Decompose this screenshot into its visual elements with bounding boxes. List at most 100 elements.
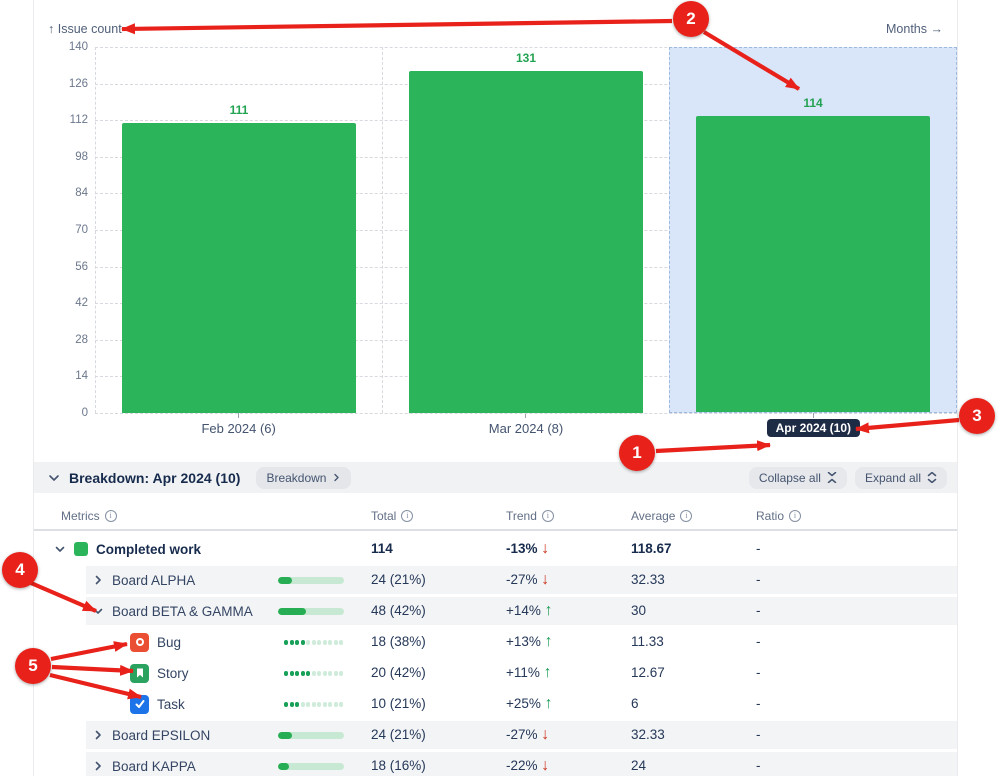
ratio-cell: - xyxy=(756,540,957,558)
annotation-badge-2: 2 xyxy=(673,1,709,37)
bar[interactable] xyxy=(695,115,931,412)
column-header-label: Ratio xyxy=(756,509,785,523)
month-label[interactable]: Feb 2024 (6) xyxy=(201,421,276,436)
dot xyxy=(311,639,316,645)
chevron-down-icon[interactable] xyxy=(48,472,60,484)
y-tick-label: 126 xyxy=(68,77,88,90)
average-cell: 118.67 xyxy=(631,540,756,558)
average-cell: 12.67 xyxy=(631,664,756,682)
x-axis-title: Months → xyxy=(886,21,944,36)
chevron-down-icon[interactable] xyxy=(92,605,104,617)
x-axis-category[interactable]: Feb 2024 (6) xyxy=(95,413,382,453)
bar[interactable] xyxy=(408,70,644,413)
dot xyxy=(306,639,310,645)
dot xyxy=(339,701,343,707)
y-tick-label: 0 xyxy=(81,407,88,419)
average-cell: 24 xyxy=(631,757,756,775)
selected-month-label[interactable]: Apr 2024 (10) xyxy=(766,419,860,437)
plot-area: 111 131 114 xyxy=(95,47,957,414)
chevron-right-icon[interactable] xyxy=(92,574,104,586)
progress-bar xyxy=(278,607,344,615)
trend-cell: -27% ↓ xyxy=(506,571,631,589)
info-icon[interactable]: i xyxy=(680,510,693,522)
metric-name-cell: Board EPSILON xyxy=(34,728,276,743)
ratio-cell: - xyxy=(756,757,957,775)
collapse-all-button[interactable]: Collapse all xyxy=(748,466,847,489)
y-tick-label: 98 xyxy=(75,150,88,163)
x-axis-category[interactable]: Mar 2024 (8) xyxy=(382,413,669,453)
y-tick-label: 112 xyxy=(69,114,88,127)
chevron-right-icon[interactable] xyxy=(92,729,104,741)
x-tick-mark xyxy=(812,413,814,418)
distribution-bar-cell xyxy=(276,576,371,584)
chart-column-selected[interactable]: 114 xyxy=(669,47,957,413)
info-icon[interactable]: i xyxy=(104,510,117,522)
bar-value-label: 114 xyxy=(803,95,823,110)
info-icon[interactable]: i xyxy=(541,510,554,522)
dot xyxy=(322,701,327,707)
table-row[interactable]: Board KAPPA 18 (16%) -22% ↓ 24- xyxy=(34,752,957,776)
trend-value: -27% xyxy=(506,572,542,587)
table-row[interactable]: Board EPSILON 24 (21%) -27% ↓ 32.33- xyxy=(34,721,957,749)
breakdown-title: Breakdown: Apr 2024 (10) xyxy=(69,469,241,486)
y-tick-label: 70 xyxy=(75,224,88,236)
bar-value-label: 131 xyxy=(515,50,537,65)
month-label[interactable]: Mar 2024 (8) xyxy=(488,421,564,436)
trend-cell: +13% ↑ xyxy=(506,633,631,651)
x-axis-labels: Feb 2024 (6) Mar 2024 (8) Apr 2024 (10) xyxy=(95,413,957,453)
dot xyxy=(339,639,343,645)
trend-arrow-up-icon: ↑ xyxy=(544,695,553,712)
table-row[interactable]: Board ALPHA 24 (21%) -27% ↓ 32.33- xyxy=(34,566,957,594)
annotation-badge-4: 4 xyxy=(2,552,38,588)
chevron-down-icon[interactable] xyxy=(54,543,66,555)
dot xyxy=(289,670,294,676)
column-header-trend: Trend i xyxy=(506,509,631,523)
y-tick-label: 56 xyxy=(75,260,88,273)
metric-label: Completed work xyxy=(96,541,202,557)
dot xyxy=(328,701,332,707)
bug-icon xyxy=(130,632,149,652)
ratio-value: - xyxy=(756,634,761,649)
chevron-right-icon[interactable] xyxy=(92,760,104,772)
y-axis-title: ↑ Issue count xyxy=(48,21,122,36)
ratio-value: - xyxy=(756,696,761,711)
story-icon xyxy=(130,663,149,683)
x-tick-mark xyxy=(238,413,240,418)
gridline xyxy=(95,47,957,48)
trend-cell: +14% ↑ xyxy=(506,602,631,620)
breakdown-table: Metrics i Total i Trend i Average i Ratio i Compl… xyxy=(34,493,957,776)
distribution-bar-cell xyxy=(276,607,371,615)
metric-name-cell: Board KAPPA xyxy=(34,759,276,774)
ratio-cell: - xyxy=(756,726,957,744)
bar[interactable] xyxy=(121,122,357,413)
table-row[interactable]: Completed work 114 -13% ↓ 118.67- xyxy=(34,535,957,563)
chart-column[interactable]: 131 xyxy=(382,47,669,413)
average-cell: 32.33 xyxy=(631,726,756,744)
column-header-total: Total i xyxy=(371,509,506,523)
column-header-label: Trend xyxy=(506,509,537,523)
metric-label: Board ALPHA xyxy=(112,572,196,588)
trend-value: -22% xyxy=(506,758,542,773)
dot xyxy=(295,639,299,645)
trend-value: -27% xyxy=(506,727,542,742)
column-header-label: Total xyxy=(371,509,397,523)
issue-count-chart: ↑ Issue count Months → 0 14 28 42 56 70 84 98 11… xyxy=(34,0,957,453)
dot xyxy=(333,670,338,676)
total-value: 48 (42%) xyxy=(371,603,426,618)
metric-label: Task xyxy=(157,696,185,712)
trend-arrow-down-icon: ↓ xyxy=(541,571,550,588)
dotted-progress-bar xyxy=(284,701,371,707)
info-icon[interactable]: i xyxy=(401,510,414,522)
expand-all-icon xyxy=(927,471,937,484)
chart-column[interactable]: 111 xyxy=(96,47,382,413)
table-row[interactable]: Board BETA & GAMMA 48 (42%) +14% ↑ 30- xyxy=(34,597,957,625)
ratio-cell: - xyxy=(756,695,957,713)
info-icon[interactable]: i xyxy=(789,510,802,522)
total-cell: 18 (38%) xyxy=(371,633,506,651)
breakdown-button[interactable]: Breakdown xyxy=(256,466,352,489)
x-axis-category[interactable]: Apr 2024 (10) xyxy=(670,413,957,453)
right-arrow-icon: → xyxy=(930,21,944,36)
expand-all-button[interactable]: Expand all xyxy=(854,466,947,489)
average-cell: 32.33 xyxy=(631,571,756,589)
trend-cell: +25% ↑ xyxy=(506,695,631,713)
